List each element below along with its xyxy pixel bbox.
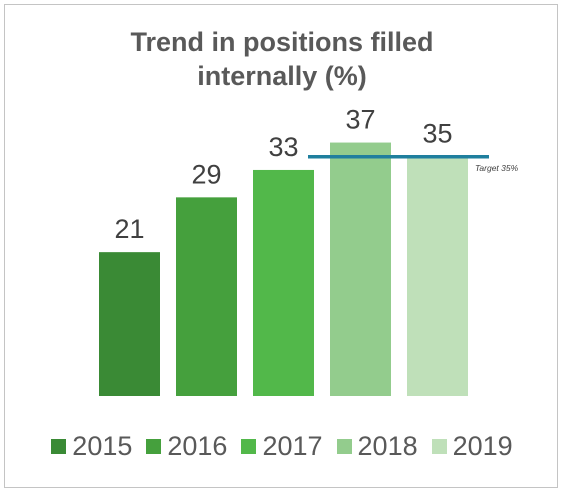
bars-layer (99, 142, 468, 396)
legend-item-2019: 2019 (431, 431, 513, 461)
bar-2016 (176, 197, 237, 396)
legend-label-2017: 2017 (262, 431, 323, 461)
legend-item-2017: 2017 (241, 431, 323, 461)
data-label-2016: 29 (191, 159, 221, 189)
bar-2015 (99, 252, 160, 396)
legend-swatch-2017 (241, 438, 257, 454)
legend-label-2015: 2015 (72, 431, 133, 461)
chart-title-line-1: Trend in positions filled (130, 27, 434, 57)
target-label: Target 35% (475, 163, 519, 173)
bar-2019 (407, 156, 468, 396)
legend: 2015 2016 2017 2018 2019 (0, 428, 564, 464)
target-layer: Target 35% (308, 155, 519, 173)
legend-label-2016: 2016 (167, 431, 228, 461)
legend-item-2016: 2016 (146, 431, 227, 461)
data-label-2018: 37 (345, 105, 375, 135)
data-labels-layer: 21 29 33 37 35 (114, 105, 452, 245)
legend-swatch-2019 (431, 438, 447, 454)
legend-label-2019: 2019 (452, 431, 513, 461)
chart-title-line-2: internally (%) (197, 61, 367, 91)
data-label-2017: 33 (268, 132, 298, 162)
data-label-2019: 35 (422, 118, 452, 148)
legend-label-2018: 2018 (357, 431, 418, 461)
bar-2018 (330, 142, 391, 396)
legend-swatch-2015 (51, 438, 67, 454)
legend-swatch-2018 (336, 438, 352, 454)
legend-swatch-2016 (146, 438, 162, 454)
legend-item-2018: 2018 (336, 431, 418, 461)
bar-2017 (253, 169, 314, 396)
legend-item-2015: 2015 (51, 431, 132, 461)
data-label-2015: 21 (114, 214, 144, 244)
